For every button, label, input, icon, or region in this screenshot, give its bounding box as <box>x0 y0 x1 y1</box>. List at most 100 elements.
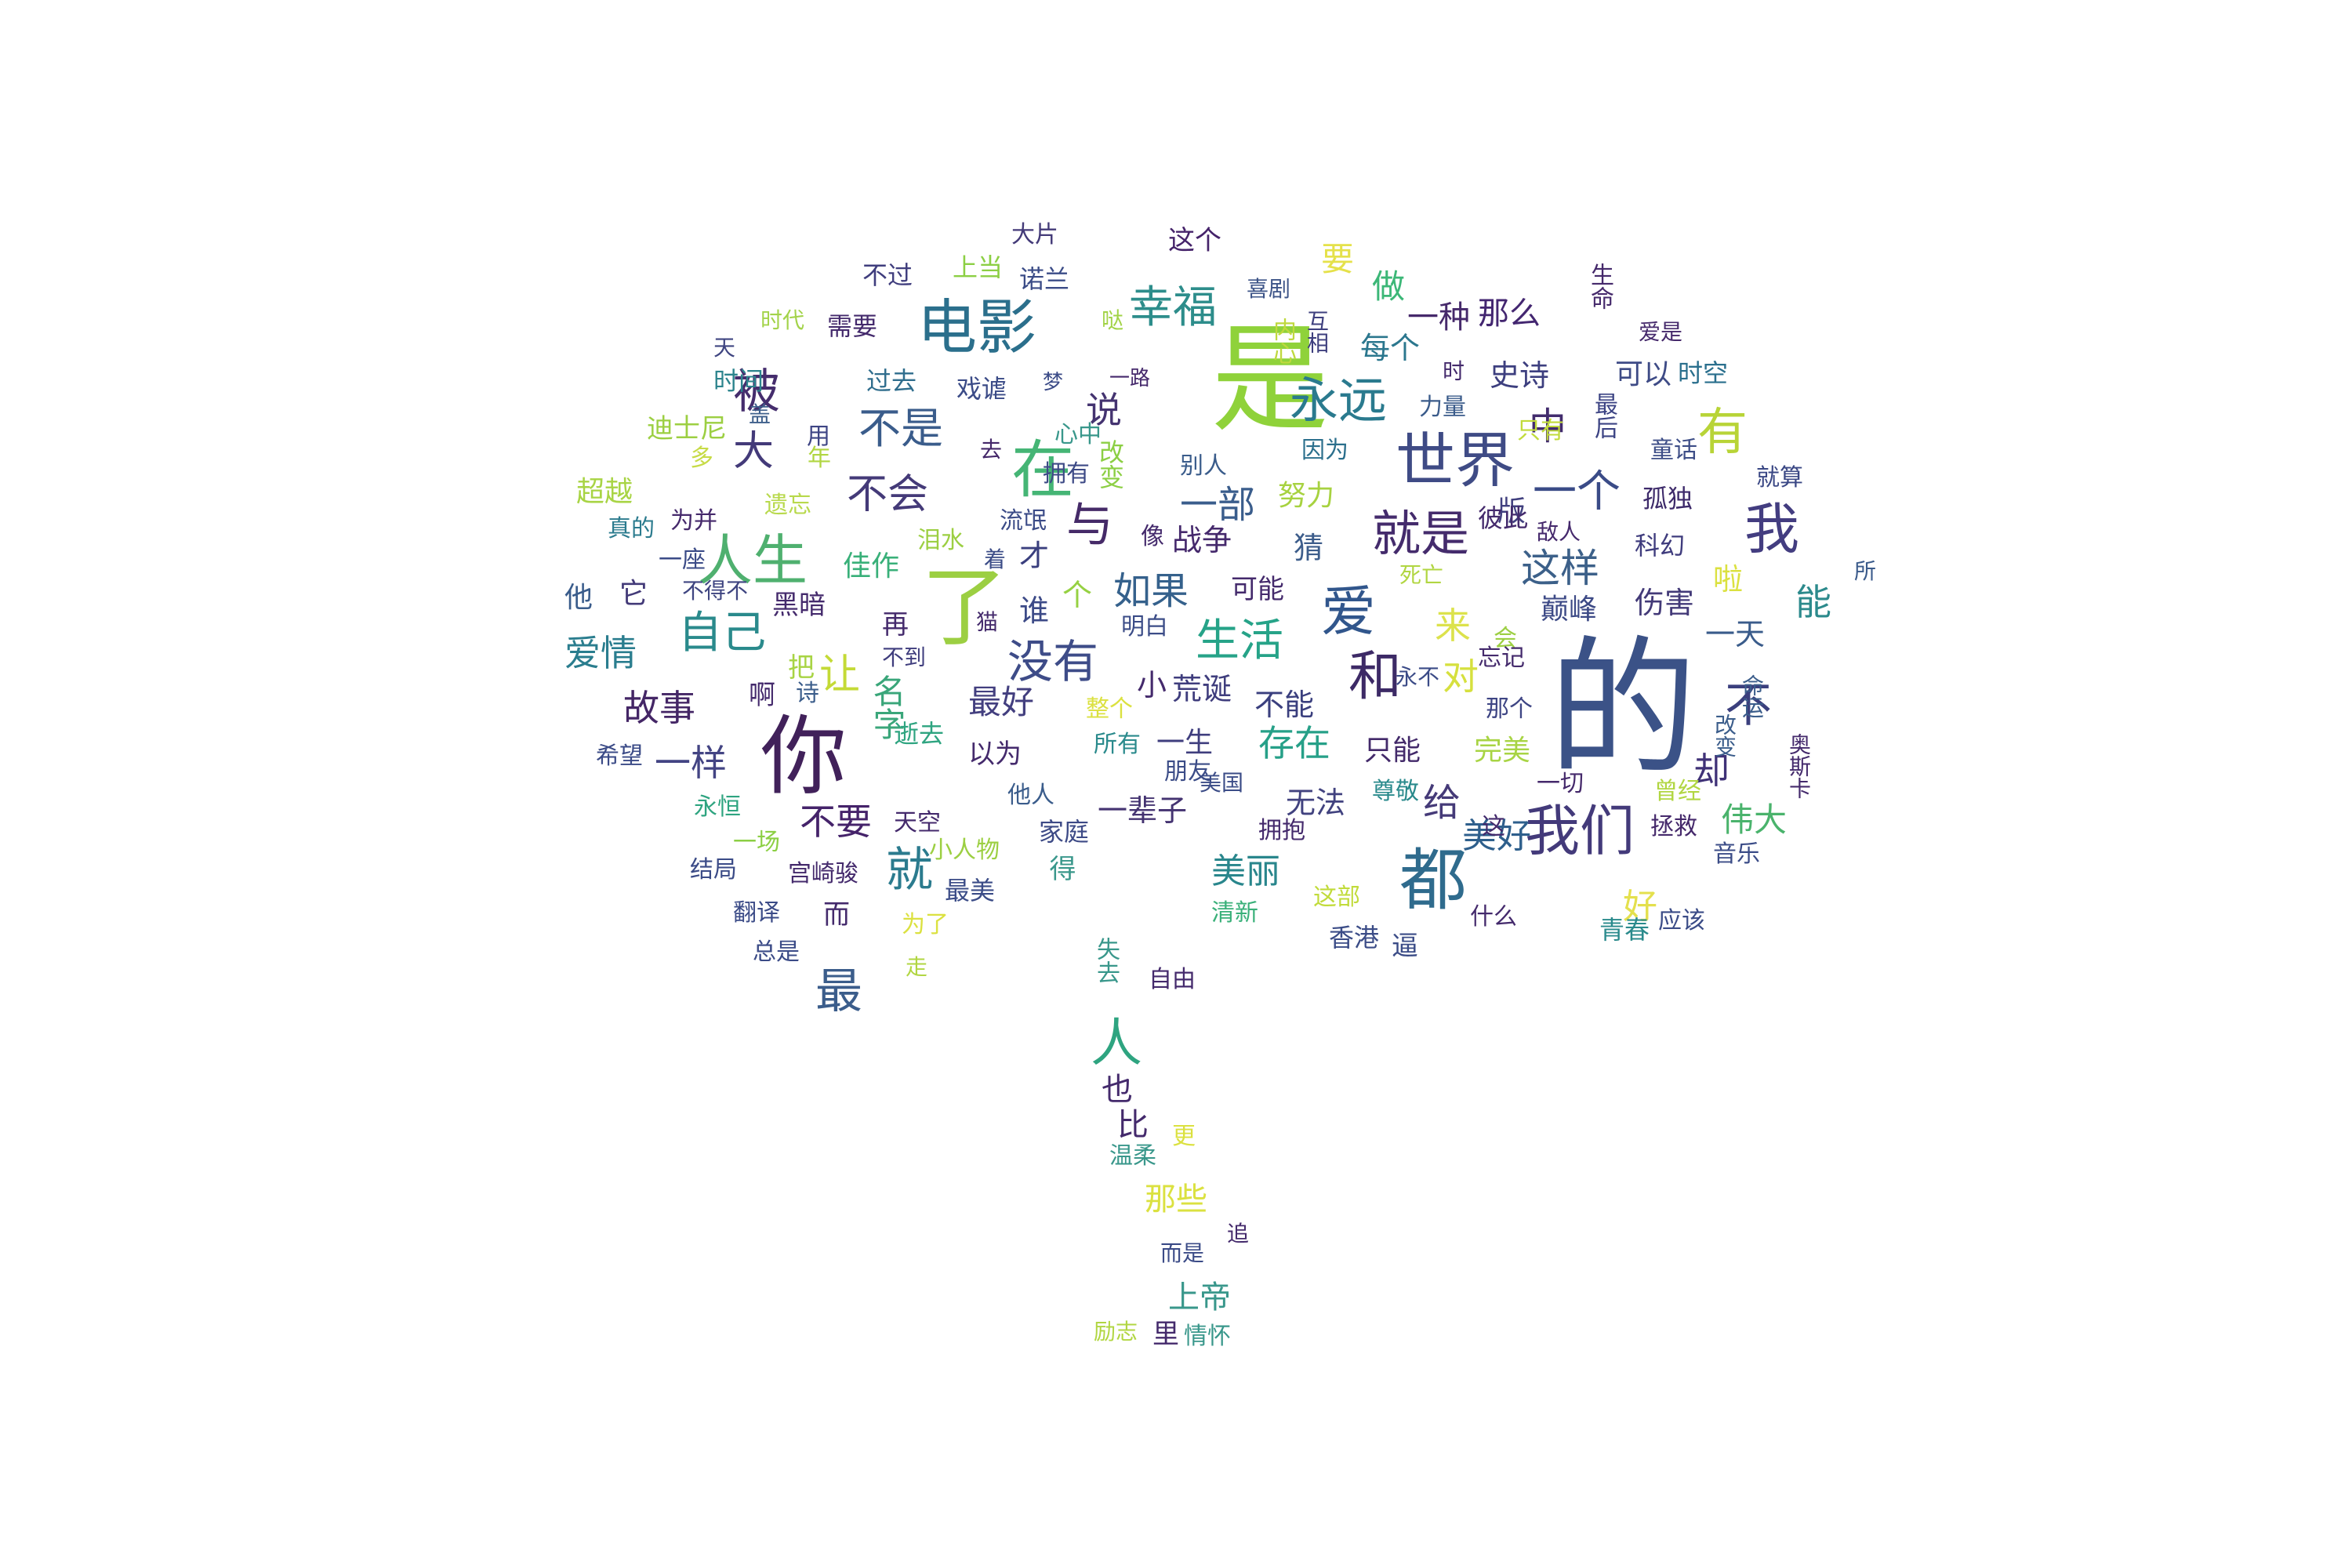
word-cloud-word: 一样 <box>655 742 727 784</box>
word-cloud-word: 喜剧 <box>1247 276 1291 302</box>
word-cloud-word: 来 <box>1435 604 1471 647</box>
word-cloud-word: 一场 <box>733 829 780 856</box>
word-cloud-word: 这 <box>1482 813 1505 840</box>
word-cloud-word: 只有 <box>1517 417 1564 445</box>
word-cloud-word: 它 <box>619 578 648 610</box>
word-cloud-word: 让 <box>819 652 861 699</box>
word-cloud-word: 生活 <box>1196 615 1283 666</box>
word-cloud-word: 不 <box>1725 678 1772 733</box>
word-cloud-word: 不能 <box>1254 688 1315 722</box>
word-cloud-word: 佳作 <box>843 550 900 583</box>
word-cloud-word: 为并 <box>670 507 717 535</box>
word-cloud-word: 个 <box>1062 578 1093 612</box>
word-cloud-word: 而 <box>823 899 850 931</box>
word-cloud-word: 努力 <box>1278 480 1335 512</box>
word-cloud-word: 而是 <box>1160 1240 1205 1266</box>
word-cloud-word: 就 <box>886 843 933 898</box>
word-cloud-word: 才 <box>1019 539 1050 573</box>
word-cloud-word: 了 <box>921 557 1007 658</box>
word-cloud-word: 都 <box>1399 841 1467 920</box>
word-cloud-word: 温柔 <box>1109 1142 1156 1170</box>
word-cloud-word: 美国 <box>1200 770 1244 796</box>
word-cloud-word: 一切 <box>1537 770 1584 797</box>
word-cloud-word: 人生 <box>698 528 808 593</box>
word-cloud-word: 故事 <box>623 687 695 729</box>
word-cloud-word: 互相 <box>1304 310 1330 354</box>
word-cloud-word: 猜 <box>1294 531 1324 565</box>
word-cloud-word: 诗 <box>796 680 819 707</box>
word-cloud-word: 时代 <box>760 307 805 333</box>
word-cloud-word: 上当 <box>953 252 1004 282</box>
word-cloud-word: 应该 <box>1658 907 1705 935</box>
word-cloud-word: 就算 <box>1756 464 1803 492</box>
word-cloud-word: 世界 <box>1396 426 1515 495</box>
word-cloud-word: 比 <box>1117 1107 1149 1143</box>
word-cloud-word: 曾经 <box>1654 778 1701 805</box>
word-cloud-word: 中 <box>1529 405 1567 448</box>
word-cloud-word: 每个 <box>1360 331 1421 365</box>
word-cloud-word: 遗忘 <box>764 492 811 519</box>
word-cloud-word: 死亡 <box>1399 562 1444 588</box>
word-cloud-word: 存在 <box>1258 722 1330 764</box>
word-cloud-word: 改变 <box>1711 713 1737 757</box>
word-cloud-word: 更 <box>1172 1123 1196 1150</box>
word-cloud-word: 拥抱 <box>1258 817 1305 844</box>
word-cloud-word: 美丽 <box>1211 851 1280 891</box>
word-cloud-word: 彼此 <box>1478 503 1529 533</box>
word-cloud-word: 童话 <box>1650 437 1697 464</box>
word-cloud-word: 给 <box>1423 781 1461 825</box>
word-cloud-word: 自己 <box>678 608 766 659</box>
word-cloud-word: 猫 <box>976 609 999 635</box>
word-cloud-word: 幸福 <box>1129 282 1217 333</box>
word-cloud-word: 也 <box>1102 1072 1133 1108</box>
word-cloud-word: 生命 <box>1586 263 1613 310</box>
word-cloud-word: 总是 <box>753 938 800 966</box>
word-cloud-word: 一座 <box>659 546 706 574</box>
word-cloud-word: 却 <box>1693 750 1730 792</box>
word-cloud-word: 时 <box>1443 358 1465 384</box>
word-cloud-word: 宫崎骏 <box>788 860 858 887</box>
word-cloud-word: 得 <box>1044 855 1076 881</box>
word-cloud-word: 泪水 <box>917 527 964 554</box>
word-cloud-word: 电影 <box>917 292 1036 362</box>
word-cloud-word: 里 <box>1152 1319 1179 1350</box>
word-cloud-word: 心中 <box>1054 421 1102 448</box>
word-cloud-word: 迪士尼 <box>647 413 727 445</box>
word-cloud-word: 不过 <box>862 260 913 290</box>
word-cloud-word: 翻译 <box>733 899 780 927</box>
word-cloud-word: 说 <box>1086 389 1122 431</box>
word-cloud-word: 改变 <box>1095 439 1125 489</box>
word-cloud-word: 以为 <box>968 739 1022 770</box>
word-cloud-word: 可以 <box>1615 358 1672 390</box>
word-cloud-word: 我 <box>1744 497 1799 561</box>
word-cloud-word: 结局 <box>690 856 737 884</box>
word-cloud-word: 爱是 <box>1639 319 1683 345</box>
word-cloud-word: 这样 <box>1521 546 1599 591</box>
word-cloud-word: 超越 <box>576 476 633 508</box>
word-cloud-word: 你 <box>760 706 847 807</box>
word-cloud-word: 着 <box>984 546 1007 572</box>
word-cloud-word: 有 <box>1697 404 1748 462</box>
word-cloud-word: 就是 <box>1372 505 1470 562</box>
word-cloud-word: 能 <box>1795 581 1831 623</box>
word-cloud-word: 整个 <box>1086 695 1133 723</box>
word-cloud-word: 去 <box>980 437 1003 463</box>
word-cloud-word: 一天 <box>1705 617 1766 652</box>
word-cloud-word: 的 <box>1548 622 1698 796</box>
word-cloud-word: 一路 <box>1109 367 1151 390</box>
word-cloud-word: 希望 <box>596 742 643 770</box>
word-cloud-word: 谁 <box>1019 593 1050 628</box>
word-cloud-word: 一个 <box>1533 466 1621 517</box>
word-cloud-word: 内心 <box>1269 318 1296 365</box>
word-cloud-word: 战争 <box>1172 523 1232 557</box>
word-cloud-word: 巅峰 <box>1541 593 1598 626</box>
word-cloud-word: 力量 <box>1419 394 1466 421</box>
word-cloud-word: 明白 <box>1121 613 1168 641</box>
word-cloud-word: 尊敬 <box>1372 778 1419 805</box>
word-cloud-word: 励志 <box>1094 1319 1138 1345</box>
word-cloud-word: 上帝 <box>1168 1279 1231 1316</box>
word-cloud-word: 戏谑 <box>956 374 1007 404</box>
word-cloud-word: 最美 <box>945 876 996 906</box>
word-cloud-word: 天 <box>713 335 736 361</box>
word-cloud-word: 版 <box>1497 495 1526 528</box>
